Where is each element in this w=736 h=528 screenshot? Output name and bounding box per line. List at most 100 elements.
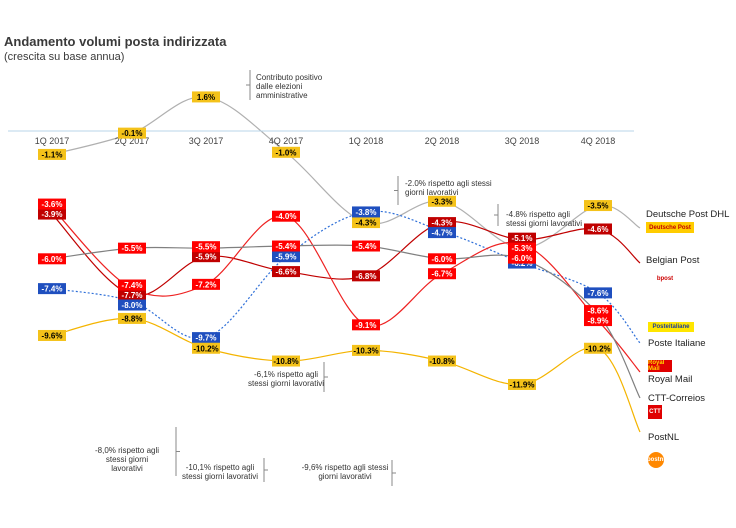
x-tick-label: 1Q 2017 xyxy=(35,136,70,146)
legend-entry-belgian-post: Belgian Post xyxy=(646,255,700,266)
data-label: -3.6% xyxy=(38,198,66,210)
annotation-text: stessi giorni lavorativi xyxy=(248,379,324,388)
data-label: -8.6% xyxy=(584,305,612,317)
data-label-box xyxy=(352,270,380,282)
legend-entry-postnl: PostNL xyxy=(648,432,680,443)
data-label-text: -8.8% xyxy=(122,314,143,323)
annotation-text: -9,6% rispetto agli stessi xyxy=(302,463,389,472)
data-label: -9.1% xyxy=(352,319,380,331)
data-label-box xyxy=(192,251,220,263)
data-label-box xyxy=(272,240,300,252)
data-label: -6.7% xyxy=(428,268,456,280)
data-label-box xyxy=(428,227,456,239)
data-label: -6.0% xyxy=(508,252,536,264)
data-label: -7.7% xyxy=(118,289,146,301)
data-label: -6.0% xyxy=(428,253,456,265)
data-label: -7.4% xyxy=(38,283,66,295)
data-label-text: -11.9% xyxy=(510,380,535,389)
data-label-text: -6.0% xyxy=(512,254,533,263)
data-label-text: -10.3% xyxy=(353,346,378,355)
legend-entry-poste-italiane: Poste Italiane xyxy=(648,338,706,349)
data-label-text: -10.8% xyxy=(273,357,298,366)
data-label: -10.3% xyxy=(352,344,380,356)
data-label-box xyxy=(428,195,456,207)
data-label: -3.3% xyxy=(428,195,456,207)
data-label-text: -8.6% xyxy=(588,307,609,316)
data-label: -10.2% xyxy=(192,342,220,354)
data-label-text: -8.0% xyxy=(122,301,143,310)
data-label-box xyxy=(38,283,66,295)
data-label-box xyxy=(272,210,300,222)
annotation-text: -6,1% rispetto agli xyxy=(254,370,318,379)
data-label-box xyxy=(352,344,380,356)
data-label-box xyxy=(192,278,220,290)
data-label-box xyxy=(118,289,146,301)
data-label: -3.8% xyxy=(352,206,380,218)
data-label-text: -3.6% xyxy=(42,200,63,209)
data-label: -7.6% xyxy=(584,287,612,299)
data-label-text: -7.7% xyxy=(122,291,143,300)
data-label-box xyxy=(118,279,146,291)
data-label: -5.9% xyxy=(272,251,300,263)
data-label-box xyxy=(584,223,612,235)
x-tick-label: 4Q 2018 xyxy=(581,136,616,146)
data-label-box xyxy=(118,312,146,324)
data-label-text: -7.2% xyxy=(196,280,217,289)
data-label-text: -5.3% xyxy=(512,244,533,253)
x-tick-label: 2Q 2017 xyxy=(115,136,150,146)
data-label-text: -5.9% xyxy=(196,253,217,262)
data-label: -9.6% xyxy=(38,329,66,341)
data-label: -1.1% xyxy=(38,148,66,160)
x-tick-label: 1Q 2018 xyxy=(349,136,384,146)
data-label-box xyxy=(352,319,380,331)
data-label: -6.0% xyxy=(38,253,66,265)
annotation-text: lavorativi xyxy=(111,464,143,473)
data-label: -5.1% xyxy=(508,232,536,244)
data-label-text: -7.6% xyxy=(588,289,609,298)
data-label: -1.0% xyxy=(272,146,300,158)
data-label: -10.2% xyxy=(584,342,612,354)
annotation-text: stessi giorni lavorativi xyxy=(182,472,258,481)
annotation-text: stessi giorni xyxy=(106,455,148,464)
data-label-text: -3.3% xyxy=(432,197,453,206)
data-label-box xyxy=(584,342,612,354)
x-tick-label: 4Q 2017 xyxy=(269,136,304,146)
data-label-text: -6.8% xyxy=(356,272,377,281)
data-label: -10.8% xyxy=(428,355,456,367)
data-label: -5.4% xyxy=(272,240,300,252)
data-label: -4.3% xyxy=(352,217,380,229)
data-label-box xyxy=(272,266,300,278)
data-label: -4.6% xyxy=(584,223,612,235)
data-label-box xyxy=(38,208,66,220)
data-label-text: -10.2% xyxy=(585,344,610,353)
x-tick-label: 2Q 2018 xyxy=(425,136,460,146)
data-label-box xyxy=(584,315,612,327)
bpost-logo-icon: bpost xyxy=(648,270,682,288)
data-label-box xyxy=(118,299,146,311)
chart-title: Andamento volumi posta indirizzata xyxy=(4,34,227,49)
data-label: -7.4% xyxy=(118,279,146,291)
royal-mail-logo-icon: Royal Mail xyxy=(648,360,672,372)
legend-entry-ctt-correios: CTT-Correios xyxy=(648,393,706,404)
data-label-text: -6.0% xyxy=(42,255,63,264)
annotation-text: giorni lavorativi xyxy=(318,472,372,481)
legend-entry-royal-mail: Royal Mail xyxy=(648,374,693,385)
data-label-text: -5.4% xyxy=(356,242,377,251)
data-label-box xyxy=(352,206,380,218)
data-label-text: -5.5% xyxy=(122,244,143,253)
data-label-box xyxy=(352,240,380,252)
data-label-box xyxy=(38,198,66,210)
data-label-box xyxy=(428,355,456,367)
data-label-text: -5.9% xyxy=(276,253,297,262)
annotation-text: -2.0% rispetto agli stessi xyxy=(405,179,492,188)
data-label: -3.5% xyxy=(584,200,612,212)
series-line-postnl xyxy=(51,317,641,433)
data-label-text: -10.2% xyxy=(193,344,218,353)
data-label-box xyxy=(192,241,220,253)
data-label: -8.9% xyxy=(584,315,612,327)
data-label-box xyxy=(192,342,220,354)
data-label-text: -9.7% xyxy=(196,334,217,343)
data-label-box xyxy=(352,217,380,229)
data-label-box xyxy=(272,355,300,367)
data-label-text: -6.6% xyxy=(276,268,297,277)
